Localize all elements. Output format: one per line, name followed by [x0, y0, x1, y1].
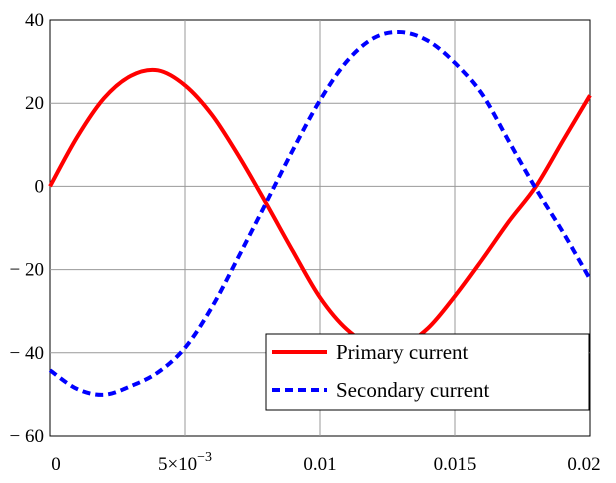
y-tick-label: 20: [25, 93, 44, 114]
y-tick-label: 0: [35, 176, 45, 197]
y-axis-ticks: 40 20 0 − 20 − 40 − 60: [10, 10, 44, 447]
y-tick-label: − 60: [10, 426, 44, 447]
legend-box: [265, 333, 590, 411]
x-tick-label: 0: [51, 454, 61, 475]
legend-label-primary-current: Primary current: [336, 340, 469, 364]
x-tick-label: 5×10−3: [158, 450, 212, 475]
legend: Primary current Secondary current: [265, 333, 590, 411]
y-tick-label: − 20: [10, 260, 44, 281]
x-tick-label: 0.02: [567, 454, 600, 475]
x-axis-ticks: 0 5×10−3 0.01 0.015 0.02: [51, 450, 600, 475]
x-tick-label: 0.01: [303, 454, 336, 475]
series-line-secondary-current: [48, 29, 592, 397]
y-tick-label: 40: [25, 10, 44, 31]
x-tick-label: 0.015: [434, 454, 477, 475]
y-tick-label: − 40: [10, 343, 44, 364]
series-layer: [48, 29, 592, 397]
legend-label-secondary-current: Secondary current: [336, 378, 490, 402]
